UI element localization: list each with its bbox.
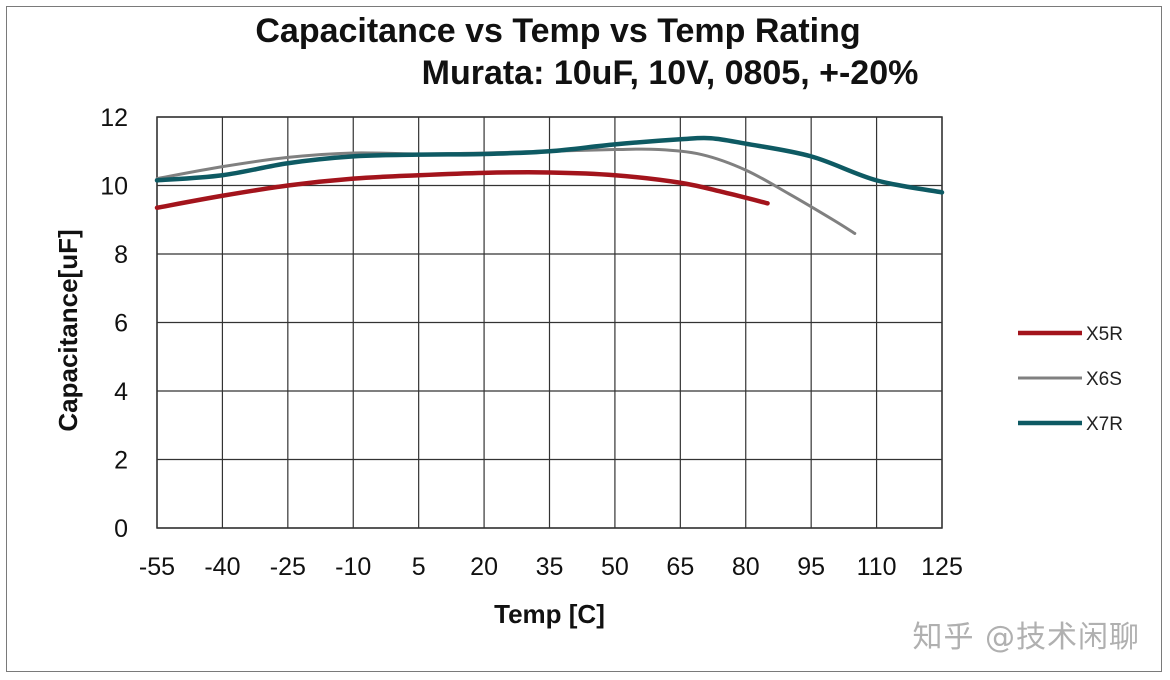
x-tick-label: -10 <box>335 553 371 581</box>
chart-title: Capacitance vs Temp vs Temp Rating <box>255 12 861 50</box>
x-tick-label: 80 <box>732 553 760 581</box>
x-tick-label: 20 <box>470 553 498 581</box>
y-tick-label: 2 <box>114 447 128 475</box>
y-tick-label: 12 <box>100 104 128 132</box>
x-tick-label: 35 <box>536 553 564 581</box>
tick-labels: -55 -40 -25 -10 5 20 35 50 65 80 95 110 125 0 2 4 6 8 10 12 <box>100 104 963 581</box>
watermark-text: 知乎 @技术闲聊 <box>912 620 1140 655</box>
series-line-x5r <box>154 170 770 211</box>
legend: X5R X6S X7R <box>1018 324 1123 435</box>
x-tick-label: 5 <box>412 553 426 581</box>
y-axis-label: Capacitance[uF] <box>53 229 83 431</box>
y-tick-label: 8 <box>114 241 128 269</box>
y-tick-label: 6 <box>114 310 128 338</box>
x-tick-label: -25 <box>270 553 306 581</box>
x-tick-label: -40 <box>204 553 240 581</box>
y-tick-label: 4 <box>114 378 128 406</box>
grid-lines <box>156 116 943 529</box>
legend-label-x7r: X7R <box>1086 414 1123 435</box>
x-tick-label: 65 <box>666 553 694 581</box>
chart-subtitle: Murata: 10uF, 10V, 0805, +-20% <box>421 54 919 92</box>
x-axis-label: Temp [C] <box>494 599 605 629</box>
x-tick-label: 50 <box>601 553 629 581</box>
series-line-x7r <box>154 135 945 195</box>
legend-label-x6s: X6S <box>1086 369 1122 390</box>
y-tick-label: 0 <box>114 515 128 543</box>
legend-label-x5r: X5R <box>1086 324 1123 345</box>
x-tick-label: -55 <box>139 553 175 581</box>
x-tick-label: 125 <box>921 553 963 581</box>
y-tick-label: 10 <box>100 173 128 201</box>
x-tick-label: 110 <box>857 553 897 581</box>
series-lines <box>154 135 945 235</box>
x-tick-label: 95 <box>797 553 825 581</box>
